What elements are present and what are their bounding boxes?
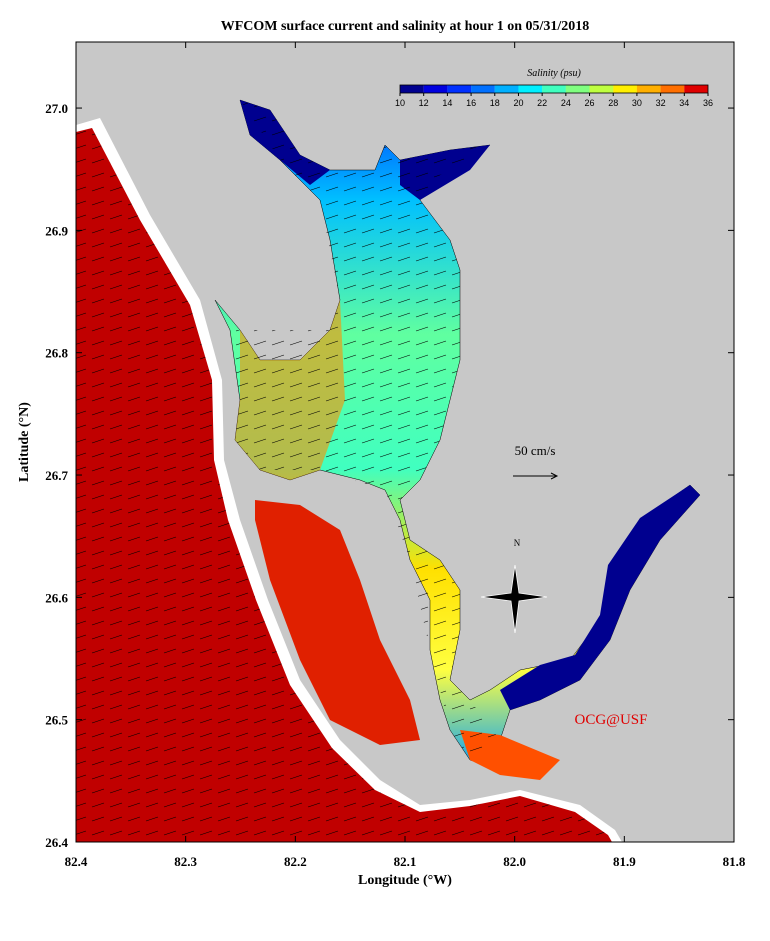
colorbar-segment <box>423 85 448 93</box>
title: WFCOM surface current and salinity at ho… <box>221 19 590 34</box>
colorbar-segment <box>684 85 708 93</box>
y-tick-label: 27.0 <box>45 101 68 116</box>
y-axis-label: Latitude (°N) <box>17 402 32 482</box>
colorbar-tick-label: 28 <box>608 98 618 108</box>
colorbar-segment <box>471 85 495 93</box>
pine-island-sound <box>255 500 420 745</box>
credit: OCG@USF <box>574 712 647 728</box>
y-tick-label: 26.7 <box>45 468 68 483</box>
colorbar-segment <box>494 85 519 93</box>
colorbar-tick-label: 34 <box>679 98 689 108</box>
colorbar-tick-label: 30 <box>632 98 642 108</box>
colorbar-tick-label: 26 <box>585 98 595 108</box>
y-tick-label: 26.9 <box>45 223 68 238</box>
scale-label: 50 cm/s <box>515 443 556 458</box>
current-vectors <box>76 128 612 842</box>
colorbar-segment <box>565 85 590 93</box>
colorbar-tick-label: 18 <box>490 98 500 108</box>
colorbar-tick-label: 24 <box>561 98 571 108</box>
colorbar-tick-label: 16 <box>466 98 476 108</box>
x-tick-label: 82.3 <box>174 854 197 869</box>
x-axis-label: Longitude (°W) <box>358 873 452 888</box>
colorbar-segment <box>447 85 472 93</box>
colorbar-segment <box>589 85 614 93</box>
colorbar-frame <box>399 84 709 94</box>
y-tick-label: 26.6 <box>45 590 68 605</box>
harbor-vectors <box>230 100 500 760</box>
colorbar-tick-label: 12 <box>419 98 429 108</box>
colorbar-tick-label: 14 <box>442 98 452 108</box>
colorbar-tick-label: 22 <box>537 98 547 108</box>
colorbar-tick-label: 32 <box>656 98 666 108</box>
colorbar-segment <box>660 85 685 93</box>
y-tick-label: 26.5 <box>45 713 68 728</box>
compass <box>480 564 548 634</box>
colorbar-tick-label: 36 <box>703 98 713 108</box>
y-tick-label: 26.8 <box>45 346 68 361</box>
colorbar-segment <box>400 85 424 93</box>
colorbar-segment <box>636 85 661 93</box>
colorbar-tick-label: 10 <box>395 98 405 108</box>
colorbar-tick-label: 20 <box>513 98 523 108</box>
x-tick-label: 82.4 <box>65 854 88 869</box>
colorbar-segment <box>518 85 543 93</box>
colorbar-label: Salinity (psu) <box>527 68 581 79</box>
scale-arrow-head <box>550 472 559 480</box>
x-tick-label: 81.9 <box>613 854 636 869</box>
x-tick-label: 82.1 <box>394 854 417 869</box>
caloosahatchee <box>500 485 700 710</box>
x-tick-label: 82.2 <box>284 854 307 869</box>
colorbar-segment <box>613 85 637 93</box>
colorbar-segment <box>542 85 566 93</box>
x-tick-label: 82.0 <box>503 854 526 869</box>
x-tick-label: 81.8 <box>723 854 746 869</box>
north-label: N <box>514 538 521 548</box>
y-tick-label: 26.4 <box>45 835 68 850</box>
